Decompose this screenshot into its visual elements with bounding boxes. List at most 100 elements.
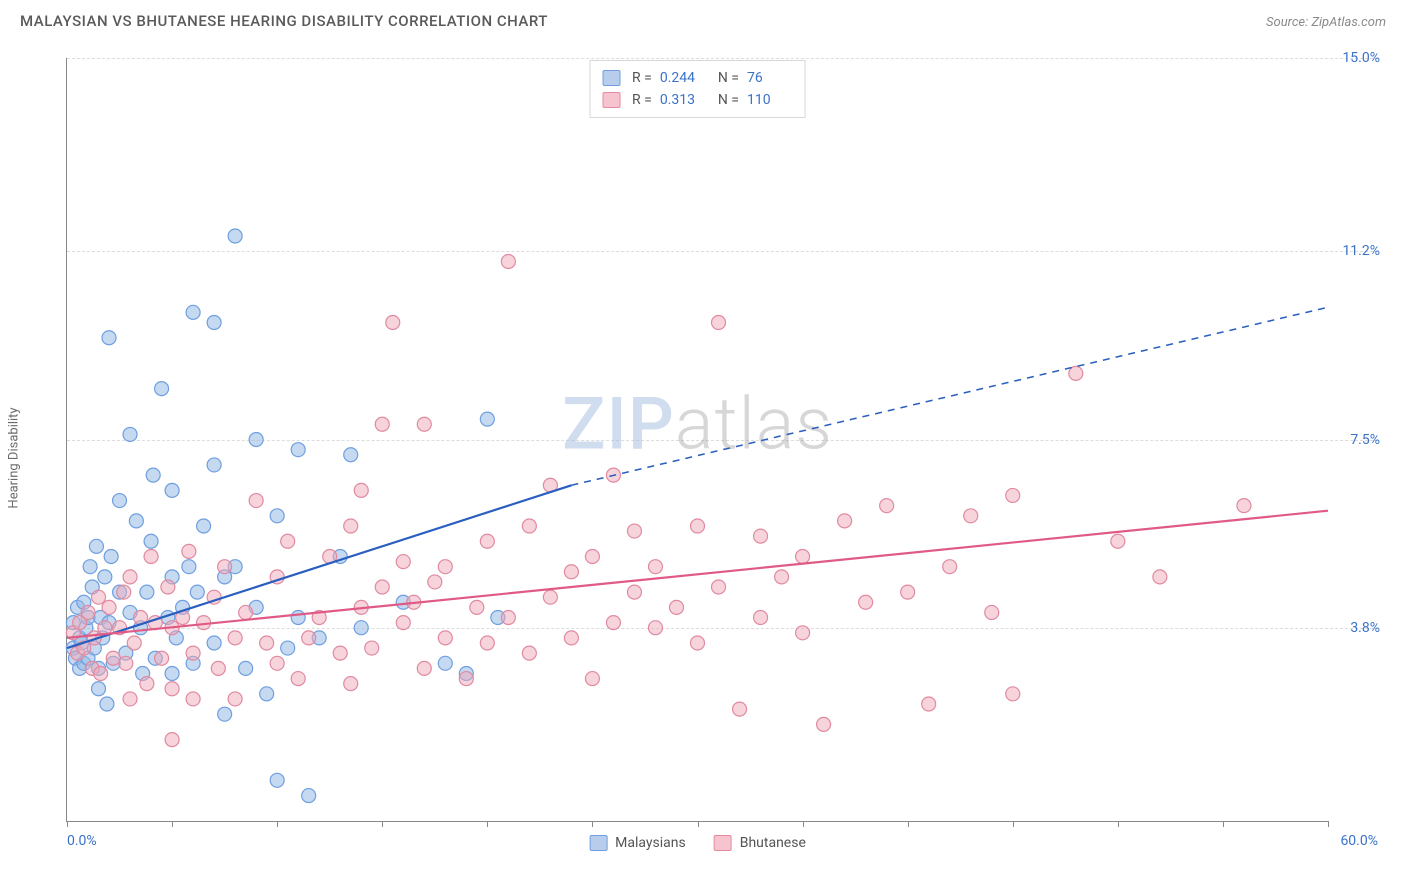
data-point [564, 631, 578, 645]
data-point [775, 570, 789, 584]
data-point [81, 605, 95, 619]
data-point [480, 412, 494, 426]
data-point [123, 692, 137, 706]
chart-container: Hearing Disability ZIPatlas 3.8%7.5%11.2… [20, 44, 1386, 872]
x-axis-tick [277, 821, 278, 827]
data-point [100, 697, 114, 711]
n-value: 110 [747, 89, 793, 111]
data-point [218, 707, 232, 721]
chart-title: MALAYSIAN VS BHUTANESE HEARING DISABILIT… [20, 12, 548, 30]
data-point [182, 544, 196, 558]
data-point [396, 555, 410, 569]
x-axis-tick [592, 821, 593, 827]
data-point [207, 316, 221, 330]
data-point [754, 611, 768, 625]
data-point [94, 666, 108, 680]
swatch-bhutanese-icon [602, 92, 620, 108]
data-point [165, 666, 179, 680]
data-point [291, 443, 305, 457]
data-point [270, 509, 284, 523]
n-label: N = [718, 89, 739, 111]
data-point [880, 499, 894, 513]
data-point [691, 519, 705, 533]
data-point [98, 570, 112, 584]
correlation-legend: R = 0.244 N = 76 R = 0.313 N = 110 [589, 60, 806, 118]
correlation-legend-row-1: R = 0.313 N = 110 [602, 89, 793, 111]
data-point [796, 549, 810, 563]
data-point [228, 692, 242, 706]
y-axis-tick-label: 15.0% [1342, 50, 1380, 66]
source-credit: Source: ZipAtlas.com [1266, 15, 1386, 30]
data-point [165, 682, 179, 696]
swatch-bhutanese-icon [714, 835, 732, 851]
r-label: R = [632, 89, 652, 111]
x-axis-tick [1013, 821, 1014, 827]
data-point [365, 641, 379, 655]
data-point [83, 560, 97, 574]
data-point [648, 621, 662, 635]
data-point [186, 646, 200, 660]
data-point [838, 514, 852, 528]
x-axis-tick [67, 821, 68, 827]
title-bar: MALAYSIAN VS BHUTANESE HEARING DISABILIT… [0, 0, 1406, 38]
data-point [129, 514, 143, 528]
data-point [291, 611, 305, 625]
data-point [501, 611, 515, 625]
data-point [228, 631, 242, 645]
data-point [239, 605, 253, 619]
data-point [344, 677, 358, 691]
data-point [1006, 687, 1020, 701]
x-axis-tick [1328, 821, 1329, 827]
data-point [333, 646, 347, 660]
correlation-legend-row-0: R = 0.244 N = 76 [602, 67, 793, 89]
series-label: Malaysians [615, 835, 686, 851]
data-point [207, 458, 221, 472]
data-point [207, 636, 221, 650]
data-point [155, 382, 169, 396]
swatch-malaysians-icon [602, 70, 620, 86]
x-axis-tick [1118, 821, 1119, 827]
series-legend-item-1: Bhutanese [714, 835, 806, 851]
data-point [144, 549, 158, 563]
data-point [89, 539, 103, 553]
x-axis-tick [908, 821, 909, 827]
trend-line-extrapolated [571, 307, 1328, 485]
data-point [564, 565, 578, 579]
data-point [480, 636, 494, 650]
data-point [922, 697, 936, 711]
data-point [260, 636, 274, 650]
data-point [249, 433, 263, 447]
data-point [375, 580, 389, 594]
r-label: R = [632, 67, 652, 89]
y-axis-label: Hearing Disability [7, 407, 22, 508]
data-point [438, 656, 452, 670]
data-point [190, 585, 204, 599]
data-point [396, 616, 410, 630]
data-point [859, 595, 873, 609]
n-value: 76 [747, 67, 793, 89]
data-point [354, 621, 368, 635]
series-legend: Malaysians Bhutanese [581, 835, 814, 851]
data-point [691, 636, 705, 650]
source-name: ZipAtlas.com [1311, 15, 1386, 30]
n-label: N = [718, 67, 739, 89]
source-label: Source: [1266, 15, 1311, 30]
data-point [1153, 570, 1167, 584]
data-point [302, 631, 316, 645]
data-point [712, 580, 726, 594]
data-point [470, 600, 484, 614]
data-point [648, 560, 662, 574]
data-point [161, 580, 175, 594]
data-point [943, 560, 957, 574]
data-point [113, 494, 127, 508]
data-point [344, 519, 358, 533]
data-point [712, 316, 726, 330]
data-point [140, 585, 154, 599]
y-axis-tick-label: 11.2% [1342, 243, 1380, 259]
x-axis-tick [1223, 821, 1224, 827]
data-point [817, 717, 831, 731]
data-point [386, 316, 400, 330]
data-point [438, 631, 452, 645]
data-point [417, 417, 431, 431]
data-point [102, 600, 116, 614]
